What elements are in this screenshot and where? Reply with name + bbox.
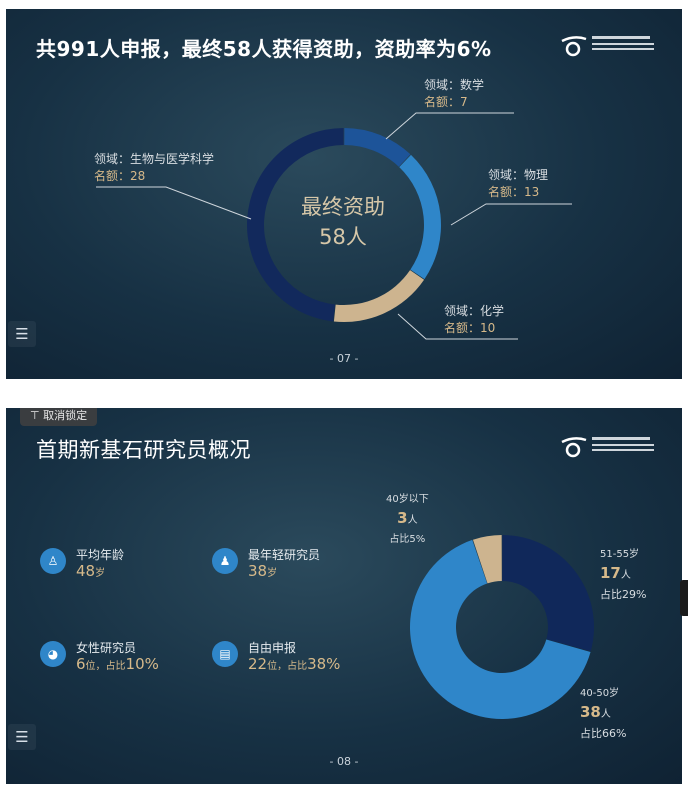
label-51-55: 51-55岁 17人 占比29% bbox=[600, 545, 646, 604]
stat-name: 最年轻研究员 bbox=[248, 548, 321, 562]
stat-value: 38岁 bbox=[248, 562, 278, 580]
unlock-button[interactable]: ⊤ 取消锁定 bbox=[20, 408, 98, 426]
label-chem-field: 领域：化学 bbox=[444, 304, 505, 318]
donut-slice-2 bbox=[399, 154, 441, 280]
leader-line-chem bbox=[397, 313, 518, 340]
center-line2: 58人 bbox=[319, 225, 367, 249]
stat-value: 6位，占比10% bbox=[76, 655, 159, 673]
label-math-field: 领域：数学 bbox=[424, 78, 485, 92]
leader-line-physics bbox=[450, 203, 572, 226]
logo-icon bbox=[561, 36, 587, 57]
user-icon: ♟ bbox=[212, 548, 238, 574]
leader-line-bio bbox=[96, 186, 252, 220]
donut-slice-3 bbox=[333, 270, 425, 323]
slide-title: 共991人申报，最终58人获得资助，资助率为6% bbox=[36, 37, 492, 61]
funding-donut-chart bbox=[96, 112, 572, 340]
age-count: 3人 bbox=[397, 509, 418, 527]
leader-line-math bbox=[385, 112, 514, 140]
side-scroll-tab[interactable] bbox=[680, 580, 688, 616]
age-share: 占比66% bbox=[580, 727, 627, 740]
label-physics: 领域：物理 名额：13 bbox=[488, 167, 548, 201]
label-physics-quota: 名额：13 bbox=[488, 185, 540, 199]
age-count: 38人 bbox=[580, 703, 611, 721]
label-math-quota: 名额：7 bbox=[424, 95, 468, 109]
slide-title: 首期新基石研究员概况 bbox=[36, 438, 251, 462]
label-chem-quota: 名额：10 bbox=[444, 321, 496, 335]
logo-icon bbox=[561, 437, 587, 458]
user-search-icon: ♙ bbox=[40, 548, 66, 574]
menu-button[interactable]: ☰ bbox=[8, 724, 36, 750]
slide-07: 共991人申报，最终58人获得资助，资助率为6% 最终资助 58人 领域：生物与… bbox=[6, 9, 682, 379]
label-under40: 40岁以下 3人 占比5% bbox=[386, 490, 429, 549]
page-number: - 08 - bbox=[329, 755, 359, 768]
page-number: - 07 - bbox=[329, 352, 359, 365]
label-bio-field: 领域：生物与医学科学 bbox=[94, 152, 215, 166]
label-bio-quota: 名额：28 bbox=[94, 169, 146, 183]
donut-slice-1 bbox=[344, 128, 411, 167]
stat-name: 平均年龄 bbox=[76, 548, 125, 562]
age-share: 占比29% bbox=[600, 588, 647, 601]
age-group: 40-50岁 bbox=[580, 688, 620, 699]
donut-slice-4 bbox=[247, 128, 344, 322]
label-40-50: 40-50岁 38人 占比66% bbox=[580, 684, 626, 743]
unlock-label: 取消锁定 bbox=[43, 409, 88, 422]
label-physics-field: 领域：物理 bbox=[488, 168, 549, 182]
center-line1: 最终资助 bbox=[301, 195, 385, 219]
stat-name: 自由申报 bbox=[248, 641, 297, 655]
age-group: 40岁以下 bbox=[386, 494, 429, 505]
label-chem: 领域：化学 名额：10 bbox=[444, 303, 504, 337]
label-math: 领域：数学 名额：7 bbox=[424, 77, 484, 111]
pin-icon: ⊤ bbox=[30, 409, 40, 422]
slide-08: ⊤ 取消锁定 首期新基石研究员概况 ♙ 平均年龄 48岁 ♟ 最年轻研究员 38… bbox=[6, 408, 682, 784]
age-group: 51-55岁 bbox=[600, 549, 640, 560]
donut-slice-3 bbox=[472, 535, 502, 584]
donut-center-label: 最终资助 58人 bbox=[263, 192, 423, 252]
age-count: 17人 bbox=[600, 564, 631, 582]
stat-value: 22位，占比38% bbox=[248, 655, 341, 673]
document-icon: ▤ bbox=[212, 641, 238, 667]
donut-slice-2 bbox=[409, 539, 591, 719]
list-icon: ☰ bbox=[15, 325, 29, 343]
label-bio: 领域：生物与医学科学 名额：28 bbox=[94, 151, 214, 185]
list-icon: ☰ bbox=[15, 728, 29, 746]
stat-name: 女性研究员 bbox=[76, 641, 137, 655]
age-share: 占比5% bbox=[389, 534, 426, 545]
logo bbox=[560, 434, 656, 458]
female-head-icon: ◕ bbox=[40, 641, 66, 667]
stat-value: 48岁 bbox=[76, 562, 106, 580]
age-donut-chart bbox=[409, 535, 594, 719]
logo bbox=[560, 33, 656, 57]
menu-button[interactable]: ☰ bbox=[8, 321, 36, 347]
donut-slice-1 bbox=[502, 535, 594, 652]
